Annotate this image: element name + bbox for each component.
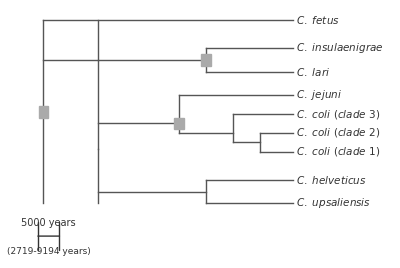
Text: $\it{C.\ coli\ \left(clade\ 3\right)}$: $\it{C.\ coli\ \left(clade\ 3\right)}$ xyxy=(296,107,380,121)
Text: $\it{C.\ insulaenigrae}$: $\it{C.\ insulaenigrae}$ xyxy=(296,41,383,55)
Text: $\it{C.\ coli\ \left(clade\ 1\right)}$: $\it{C.\ coli\ \left(clade\ 1\right)}$ xyxy=(296,145,380,158)
Text: $\it{C.\ upsaliensis}$: $\it{C.\ upsaliensis}$ xyxy=(296,196,371,210)
Text: (2719-9194 years): (2719-9194 years) xyxy=(7,247,90,256)
Text: 5000 years: 5000 years xyxy=(21,218,76,228)
Bar xyxy=(38,106,48,118)
Text: $\it{C.\ fetus}$: $\it{C.\ fetus}$ xyxy=(296,14,340,26)
Text: $\it{C.\ coli\ \left(clade\ 2\right)}$: $\it{C.\ coli\ \left(clade\ 2\right)}$ xyxy=(296,126,380,139)
Text: $\it{C.\ jejuni}$: $\it{C.\ jejuni}$ xyxy=(296,88,342,102)
Bar xyxy=(201,54,211,66)
Bar xyxy=(174,118,184,129)
Text: $\it{C.\ helveticus}$: $\it{C.\ helveticus}$ xyxy=(296,174,366,186)
Text: $\it{C.\ lari}$: $\it{C.\ lari}$ xyxy=(296,66,330,78)
